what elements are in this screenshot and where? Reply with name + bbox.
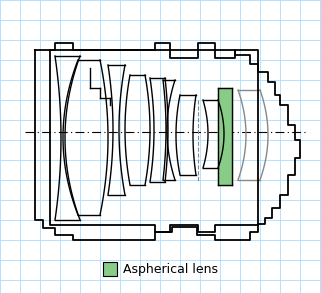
Bar: [103, 262, 117, 276]
Text: Aspherical lens: Aspherical lens: [123, 263, 218, 275]
Polygon shape: [218, 88, 232, 185]
